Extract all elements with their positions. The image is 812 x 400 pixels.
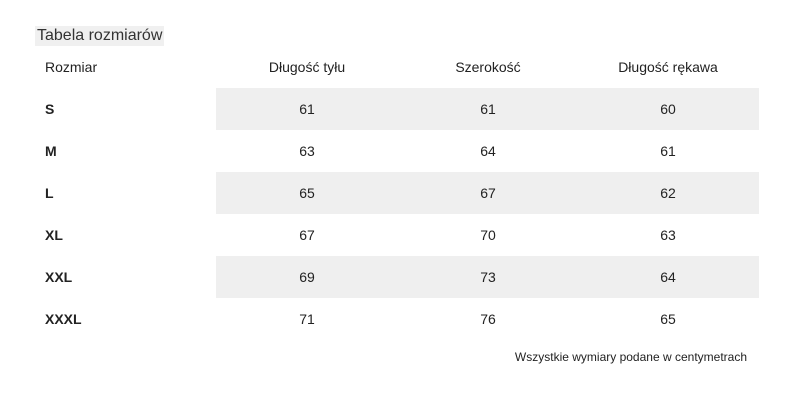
size-label: L <box>45 185 54 201</box>
table-row: XXL 69 73 64 <box>0 256 812 298</box>
measurement-value: 64 <box>480 143 496 159</box>
measurement-value: 67 <box>299 227 315 243</box>
page-title: Tabela rozmiarów <box>35 26 165 46</box>
table-row: XXXL 71 76 65 <box>0 298 812 340</box>
table-header: Rozmiar Długość tyłu Szerokość Długość r… <box>0 46 812 88</box>
row-shade <box>216 88 759 130</box>
measurement-value: 69 <box>299 269 315 285</box>
table-row: XL 67 70 63 <box>0 214 812 256</box>
measurement-value: 63 <box>299 143 315 159</box>
size-label: XXXL <box>45 311 82 327</box>
header-sleeve-length: Długość rękawa <box>618 59 718 75</box>
row-shade <box>216 172 759 214</box>
measurement-value: 61 <box>660 143 676 159</box>
table-row: M 63 64 61 <box>0 130 812 172</box>
size-label: XXL <box>45 269 73 285</box>
measurement-value: 71 <box>299 311 315 327</box>
header-size: Rozmiar <box>45 59 98 75</box>
row-shade <box>216 256 759 298</box>
measurement-value: 62 <box>660 185 676 201</box>
table-row: L 65 67 62 <box>0 172 812 214</box>
measurement-value: 60 <box>660 101 676 117</box>
measurement-value: 61 <box>299 101 315 117</box>
header-back-length: Długość tyłu <box>268 59 346 75</box>
size-label: M <box>45 143 57 159</box>
measurement-value: 73 <box>480 269 496 285</box>
measurement-value: 61 <box>480 101 496 117</box>
measurement-value: 64 <box>660 269 676 285</box>
units-note: Wszystkie wymiary podane w centymetrach <box>514 350 747 364</box>
measurement-value: 67 <box>480 185 496 201</box>
size-label: XL <box>45 227 63 243</box>
table-row: S 61 61 60 <box>0 88 812 130</box>
measurement-value: 65 <box>299 185 315 201</box>
measurement-value: 65 <box>660 311 676 327</box>
size-label: S <box>45 101 55 117</box>
measurement-value: 70 <box>480 227 496 243</box>
measurement-value: 63 <box>660 227 676 243</box>
measurement-value: 76 <box>480 311 496 327</box>
header-width: Szerokość <box>455 59 521 75</box>
